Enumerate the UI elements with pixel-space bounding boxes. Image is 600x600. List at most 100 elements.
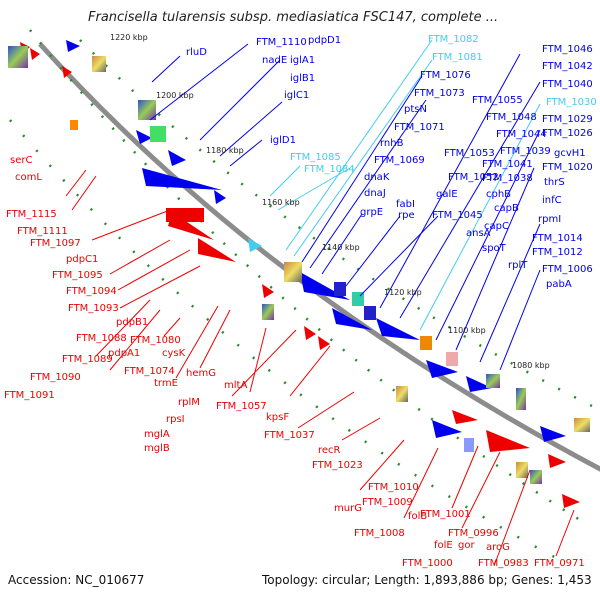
gene-label: mglB <box>144 443 170 454</box>
gene-label: FTM_1023 <box>312 460 363 471</box>
tick-1140: 1140 kbp <box>322 243 360 252</box>
gene-label: FTM_1000 <box>402 558 453 569</box>
gene-label: FTM_1046 <box>542 44 593 55</box>
gene-label: ansA <box>466 228 491 239</box>
gene-label: gcvH1 <box>554 148 586 159</box>
gene-label: FTM_1053 <box>444 148 495 159</box>
gene-label: thrS <box>544 177 565 188</box>
gene-label: FTM_1115 <box>6 209 57 220</box>
gene-label: FTM_1010 <box>368 482 419 493</box>
gene-label: mltA <box>224 380 247 391</box>
accession-text: Accession: NC_010677 <box>8 573 145 587</box>
ring-dots <box>9 29 600 562</box>
reverse-gene-labels: serC comL FTM_1115 FTM_1111 FTM_1097 pdp… <box>4 155 585 569</box>
gene-label: folB <box>408 511 427 522</box>
gene-label: rnhB <box>380 138 404 149</box>
gene-label: FTM_1040 <box>542 79 593 90</box>
gene-label: iglD1 <box>270 135 296 146</box>
tick-1080: 1080 kbp <box>512 361 550 370</box>
genome-summary-text: Topology: circular; Length: 1,893,886 bp… <box>262 573 592 587</box>
gene-label: FTM_1037 <box>264 430 315 441</box>
gene-label: kpsF <box>266 412 289 423</box>
gene-label: pabA <box>546 279 572 290</box>
gene-label: ptsN <box>404 104 427 115</box>
gene-label: hemG <box>186 368 216 379</box>
gene-label: pdpD1 <box>308 35 341 46</box>
tick-labels: 1220 kbp 1200 kbp 1180 kbp 1160 kbp 1140… <box>110 33 550 370</box>
gene-label: cphB <box>486 189 511 200</box>
gene-label: FTM_1076 <box>420 70 471 81</box>
gene-label: FTM_0971 <box>534 558 585 569</box>
tick-1200: 1200 kbp <box>156 91 194 100</box>
gene-label: FTM_1071 <box>394 122 445 133</box>
tick-1220: 1220 kbp <box>110 33 148 42</box>
map-title: Francisella tularensis subsp. mediasiati… <box>88 10 499 25</box>
gene-label: FTM_1069 <box>374 155 425 166</box>
gene-label: FTM_1006 <box>542 264 593 275</box>
gene-label: rpe <box>398 210 415 221</box>
gene-label: FTM_0996 <box>448 528 499 539</box>
gene-label: FTM_0983 <box>478 558 529 569</box>
gene-label: pdpB1 <box>116 317 148 328</box>
gene-label: murG <box>334 503 362 514</box>
gene-label: nadE <box>262 55 287 66</box>
gene-label: rplM <box>178 397 200 408</box>
gene-label: FTM_1088 <box>76 333 127 344</box>
gene-label: recR <box>318 445 341 456</box>
label-connectors <box>65 39 575 567</box>
gene-label: pdpA1 <box>108 348 140 359</box>
gene-label: FTM_1111 <box>17 226 68 237</box>
gene-label: FTM_1084 <box>304 164 355 175</box>
gene-label: FTM_1029 <box>542 114 593 125</box>
gene-label: FTM_1074 <box>124 366 175 377</box>
gene-label: FTM_1026 <box>542 128 593 139</box>
gene-label: FTM_1045 <box>432 210 483 221</box>
gene-label: dnaJ <box>364 188 386 199</box>
gene-label: FTM_1085 <box>290 152 341 163</box>
gene-label: fabI <box>396 199 415 210</box>
tick-1160: 1160 kbp <box>262 198 300 207</box>
gene-label: FTM_1038 <box>482 173 533 184</box>
gene-label: rluD <box>186 47 207 58</box>
gene-label: grpE <box>360 207 383 218</box>
gene-label: rpmI <box>538 214 561 225</box>
gene-label: FTM_1044 <box>496 129 547 140</box>
gene-label: FTM_1090 <box>30 372 81 383</box>
gene-label: FTM_1052 <box>448 172 499 183</box>
gene-boxes <box>8 46 590 484</box>
gene-label: infC <box>542 195 562 206</box>
gene-label: serC <box>10 155 32 166</box>
gene-label: FTM_1057 <box>216 401 267 412</box>
gene-label: FTM_1055 <box>472 95 523 106</box>
reverse-features <box>20 42 580 508</box>
tick-1180: 1180 kbp <box>206 146 244 155</box>
gene-label: FTM_1089 <box>62 354 113 365</box>
gene-label: FTM_1110 <box>256 37 307 48</box>
gene-label: aroG <box>486 542 510 553</box>
gene-label: FTM_1080 <box>130 335 181 346</box>
gene-label: capB <box>494 203 519 214</box>
gene-label: FTM_1082 <box>428 34 479 45</box>
tick-1100: 1100 kbp <box>448 326 486 335</box>
gene-label: FTM_1039 <box>500 146 551 157</box>
gene-label: gor <box>458 540 475 551</box>
gene-label: rplT <box>508 260 528 271</box>
gene-label: FTM_1030 <box>546 97 597 108</box>
gene-label: rpsI <box>166 414 185 425</box>
gene-label: dnaK <box>364 172 390 183</box>
gene-label: iglA1 <box>290 55 315 66</box>
gene-label: FTM_1008 <box>354 528 405 539</box>
gene-label: iglB1 <box>290 73 315 84</box>
gene-label: FTM_1020 <box>542 162 593 173</box>
tick-1120: 1120 kbp <box>384 288 422 297</box>
gene-label: FTM_1095 <box>52 270 103 281</box>
gene-label: FTM_1097 <box>30 238 81 249</box>
gene-label: FTM_1048 <box>486 112 537 123</box>
gene-label: FTM_1014 <box>532 233 583 244</box>
gene-label: FTM_1093 <box>68 303 119 314</box>
gene-label: FTM_1081 <box>432 52 483 63</box>
gene-label: spoT <box>482 243 507 254</box>
gene-label: trmE <box>154 378 178 389</box>
